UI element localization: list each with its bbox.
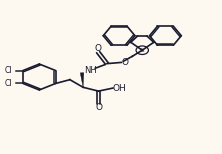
Text: O: O — [95, 44, 102, 53]
Text: Cl: Cl — [5, 79, 12, 88]
Text: OH: OH — [112, 84, 126, 93]
Polygon shape — [80, 73, 84, 87]
Text: 9s: 9s — [139, 48, 145, 53]
Text: Cl: Cl — [5, 66, 12, 75]
Text: O: O — [95, 103, 102, 112]
Text: O: O — [122, 58, 129, 67]
Text: NH: NH — [84, 66, 97, 75]
